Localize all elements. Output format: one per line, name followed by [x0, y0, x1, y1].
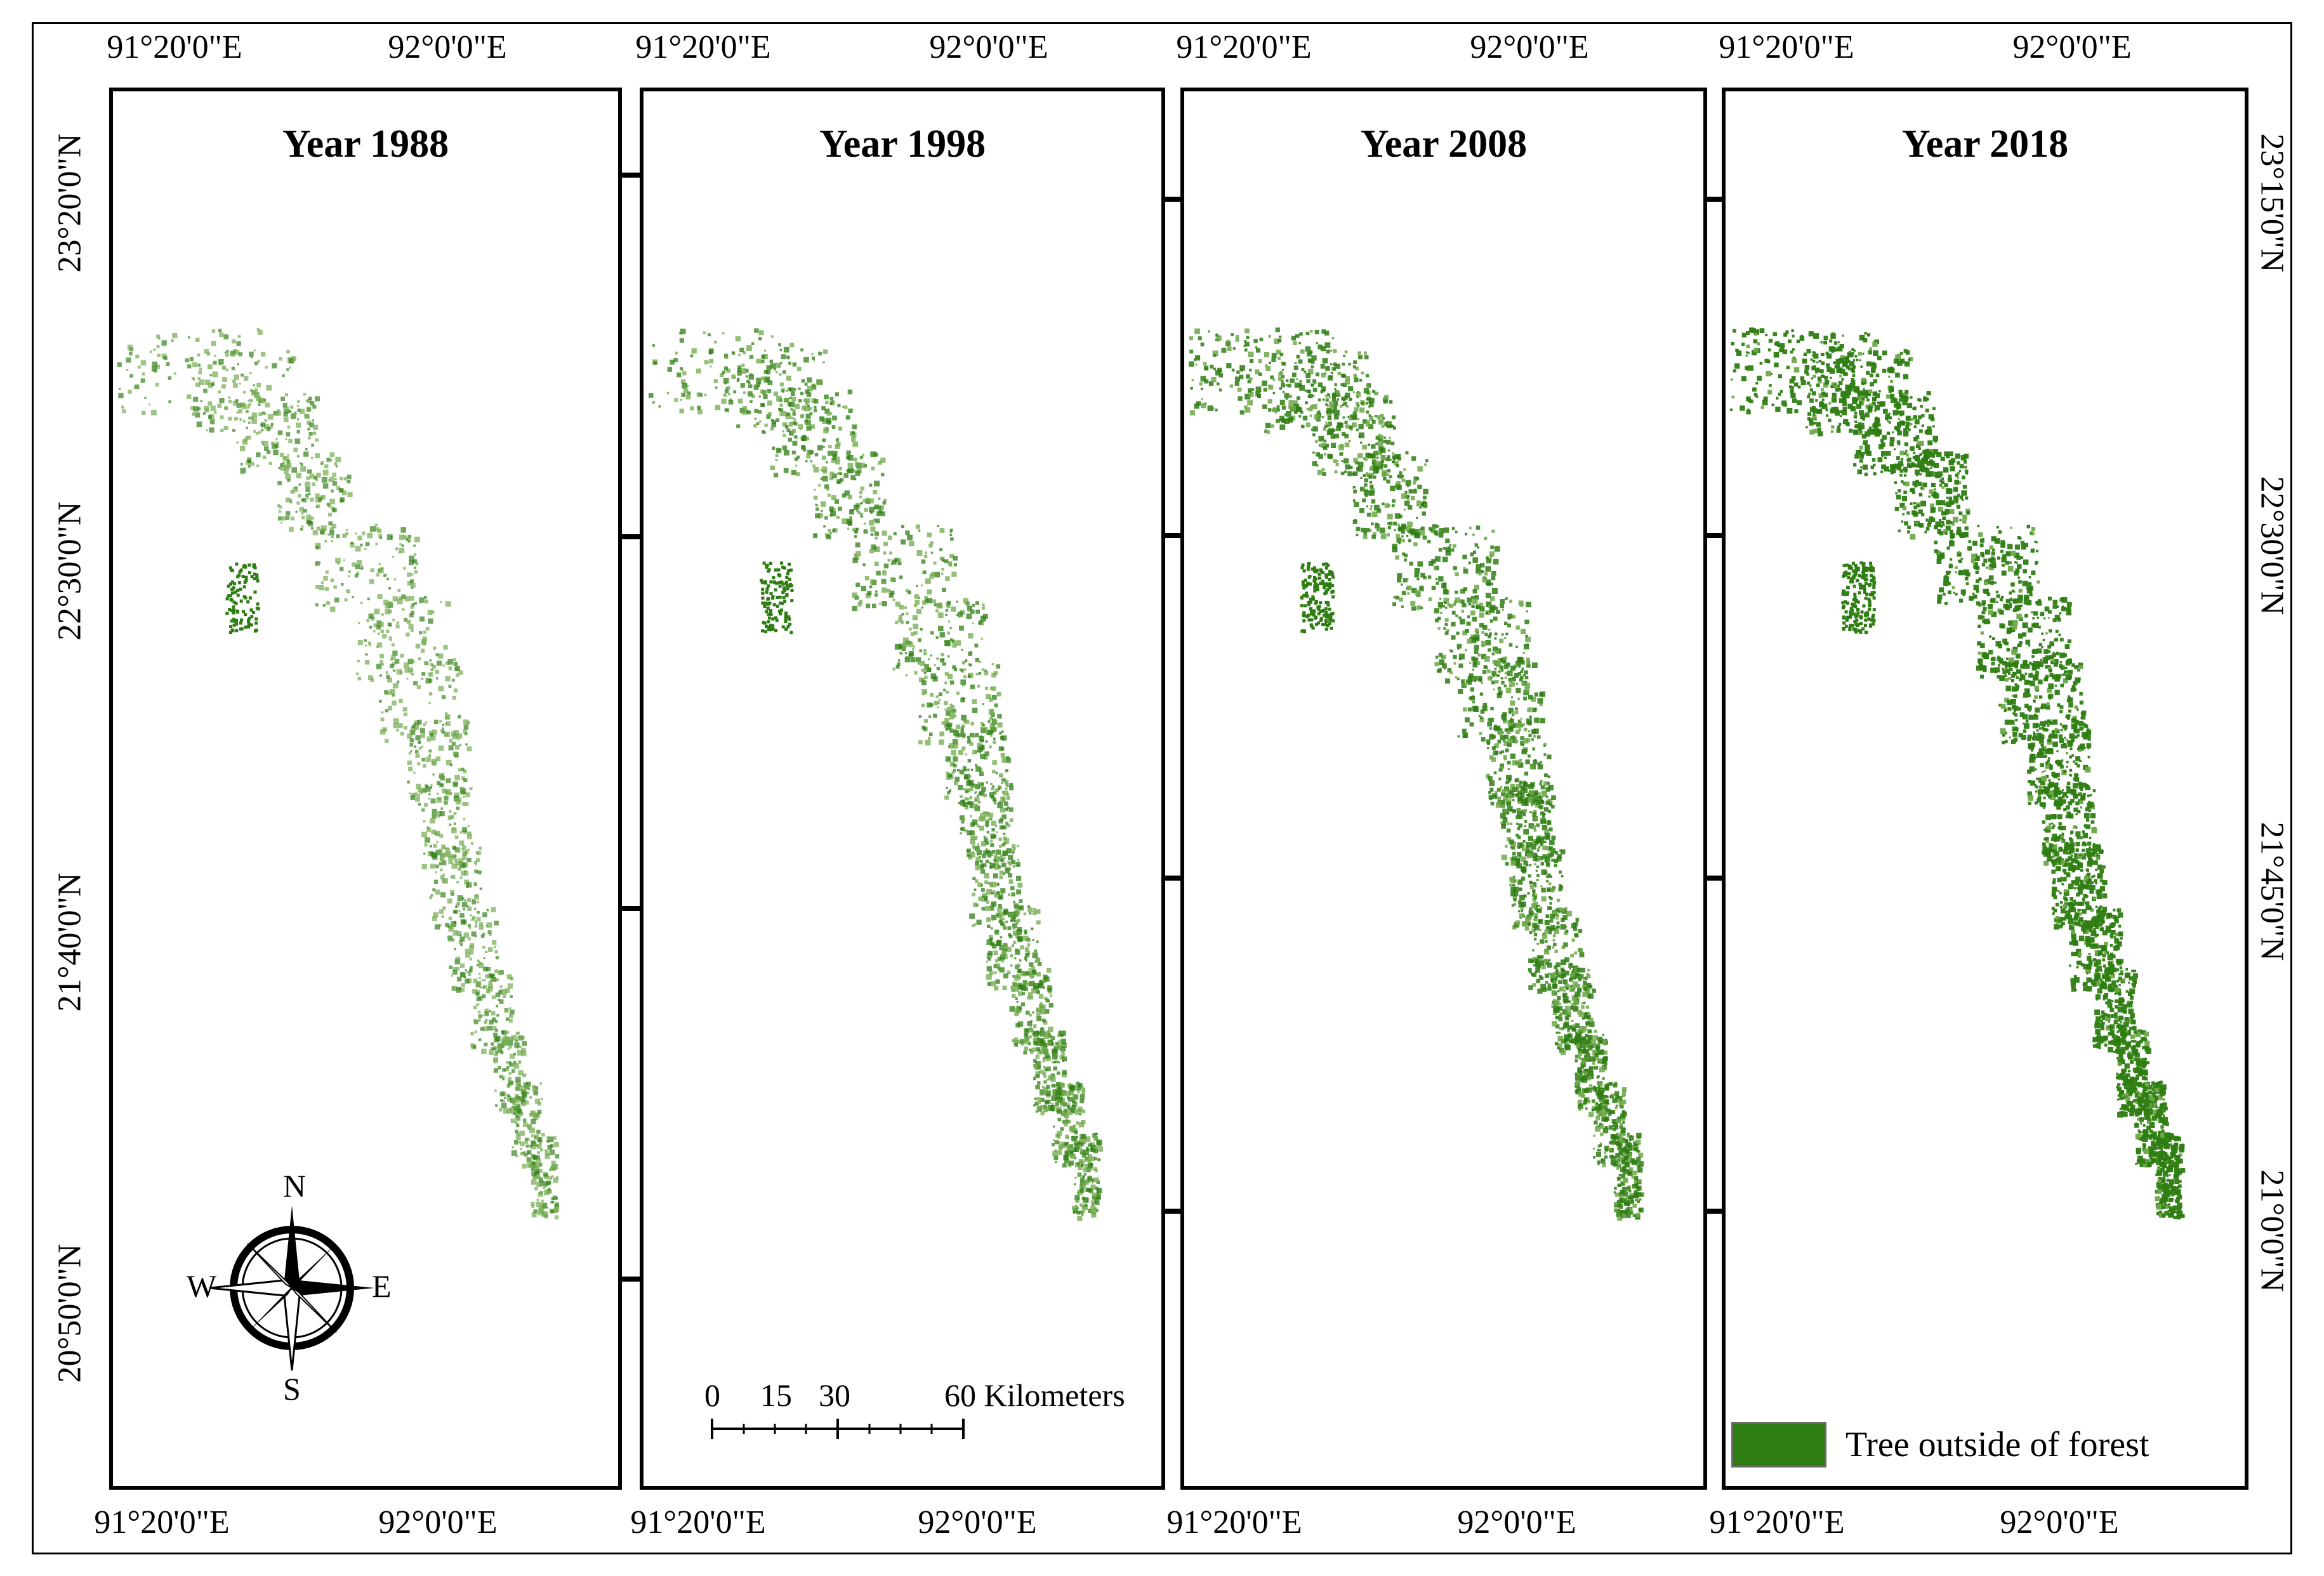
lon-label-top: 91°20'0"E	[1176, 29, 1312, 65]
legend-swatch	[1731, 1422, 1826, 1468]
vegetation-layer	[117, 328, 560, 1219]
lon-label-bottom: 92°0'0"E	[1457, 1504, 1576, 1540]
panel-title: Year 2018	[1901, 122, 2069, 166]
lon-label-bottom: 92°0'0"E	[378, 1504, 498, 1540]
panel-title: Year 1988	[282, 122, 449, 166]
lon-label-top: 92°0'0"E	[388, 29, 507, 65]
compass-w: W	[187, 1268, 217, 1304]
graticule-tick	[1707, 533, 1722, 538]
legend: Tree outside of forest	[1731, 1416, 2149, 1473]
panel-title: Year 2008	[1360, 122, 1528, 166]
lon-label-bottom: 92°0'0"E	[918, 1504, 1037, 1540]
map-panel-2018: Year 2018	[1722, 88, 2248, 1490]
scale-label: 30	[819, 1377, 850, 1413]
vegetation-layer	[1729, 327, 2186, 1219]
graticule-tick	[622, 1277, 640, 1282]
compass-rose: N S E W	[184, 1168, 400, 1407]
map-panel-1998: Year 1998	[640, 88, 1165, 1490]
graticule-tick	[1707, 197, 1722, 202]
vegetation-layer	[1189, 327, 1644, 1221]
scale-bar: 0 15 30 60 Kilometers	[704, 1377, 1125, 1453]
lat-label-left: 20°50'0"N	[51, 1244, 88, 1383]
graticule-tick	[622, 906, 640, 911]
graticule-tick	[622, 534, 640, 539]
graticule-tick	[1165, 533, 1180, 538]
lon-label-top: 91°20'0"E	[107, 29, 242, 65]
map-panel-1988: Year 1988	[109, 88, 622, 1490]
lon-label-top: 91°20'0"E	[1719, 29, 1854, 65]
lat-label-right: 22°30'0"N	[2254, 476, 2290, 615]
scale-label: 15	[760, 1377, 792, 1413]
legend-label: Tree outside of forest	[1845, 1425, 2149, 1464]
scale-label: 0	[704, 1377, 720, 1413]
lon-label-top: 91°20'0"E	[635, 29, 771, 65]
lat-label-right: 21°0'0"N	[2254, 1169, 2290, 1292]
compass-icon	[209, 1205, 374, 1371]
lon-label-bottom: 91°20'0"E	[1166, 1504, 1302, 1540]
scale-label: 60 Kilometers	[944, 1377, 1125, 1413]
lat-label-right: 23°15'0"N	[2254, 133, 2290, 273]
graticule-tick	[1707, 1209, 1722, 1214]
graticule-tick	[1165, 197, 1180, 202]
lon-label-bottom: 92°0'0"E	[2000, 1504, 2119, 1540]
scale-bar-graphic	[711, 1419, 965, 1439]
lat-label-left: 21°40'0"N	[51, 872, 88, 1012]
outer-frame	[32, 22, 2292, 1554]
lon-label-bottom: 91°20'0"E	[1709, 1504, 1845, 1540]
panel-title: Year 1998	[819, 122, 986, 166]
lon-label-top: 92°0'0"E	[1470, 29, 1589, 65]
compass-n: N	[283, 1168, 307, 1204]
graticule-tick	[1165, 1209, 1180, 1214]
graticule-tick	[1165, 876, 1180, 881]
lat-label-right: 21°45'0"N	[2254, 822, 2290, 961]
lon-label-top: 92°0'0"E	[929, 29, 1048, 65]
lon-label-top: 92°0'0"E	[2012, 29, 2132, 65]
graticule-tick	[1707, 876, 1722, 881]
lon-label-bottom: 91°20'0"E	[630, 1504, 766, 1540]
compass-s: S	[283, 1371, 301, 1407]
lon-label-bottom: 91°20'0"E	[94, 1504, 230, 1540]
lat-label-left: 22°30'0"N	[51, 501, 88, 641]
compass-e: E	[372, 1268, 392, 1304]
lat-label-left: 23°20'0"N	[51, 133, 88, 273]
map-panel-2008: Year 2008	[1180, 88, 1707, 1490]
graticule-tick	[622, 173, 640, 178]
vegetation-layer	[648, 328, 1103, 1221]
